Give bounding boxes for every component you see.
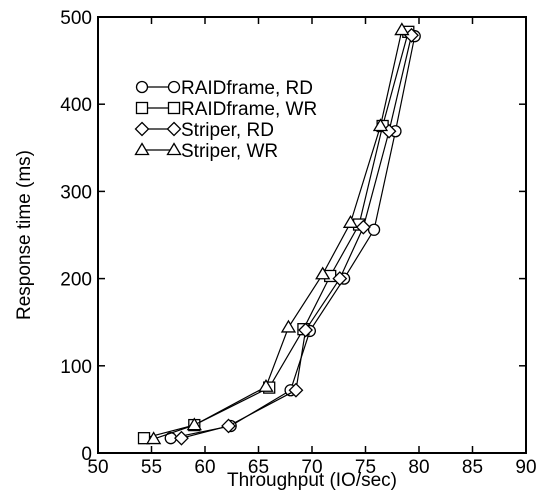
x-tick-label: 60 <box>194 457 215 478</box>
legend-marker <box>135 80 149 94</box>
data-point <box>355 219 371 235</box>
data-point <box>288 382 304 398</box>
legend-marker <box>166 142 182 156</box>
y-tick-label: 400 <box>60 95 92 116</box>
series-triangle <box>146 22 410 445</box>
data-point <box>342 215 359 228</box>
y-tick-label: 200 <box>60 270 92 291</box>
legend-entry: Striper, WR <box>134 141 278 162</box>
data-point <box>258 378 274 392</box>
legend-label: RAIDframe, WR <box>181 99 317 120</box>
data-point <box>186 417 202 431</box>
y-tick-label: 300 <box>60 182 92 203</box>
x-tick-label: 70 <box>301 457 322 478</box>
legend-label: Striper, RD <box>181 120 274 141</box>
y-axis-title: Response time (ms) <box>14 150 35 320</box>
series-line <box>153 29 403 440</box>
x-tick-label: 65 <box>248 457 269 478</box>
data-point <box>372 118 389 132</box>
legend-entry: Striper, RD <box>134 120 274 141</box>
legend-marker <box>167 101 181 115</box>
legend-label: Striper, WR <box>181 141 278 162</box>
x-axis-title: Throughput (IO/sec) <box>227 470 397 490</box>
x-tick-label: 85 <box>462 457 483 478</box>
data-point <box>332 271 348 287</box>
series-line <box>181 35 413 439</box>
x-tick-label: 80 <box>408 457 429 478</box>
data-point <box>298 322 313 338</box>
legend-marker <box>167 80 181 94</box>
data-point <box>280 319 297 333</box>
x-tick-label: 50 <box>87 457 108 478</box>
data-point <box>367 223 381 236</box>
y-tick-label: 0 <box>81 444 92 465</box>
x-tick-label: 90 <box>515 457 536 478</box>
legend-label: RAIDframe, RD <box>181 78 313 99</box>
data-point <box>137 432 151 445</box>
series-layer <box>137 22 421 446</box>
y-tick-label: 500 <box>60 8 92 29</box>
data-point <box>146 431 162 445</box>
x-tick-label: 55 <box>141 457 162 478</box>
ticks: 50 55 60 65 70 75 80 85 90 0 100 200 300 400 500 <box>60 8 536 478</box>
legend-entry: RAIDframe, WR <box>135 99 317 120</box>
legend-entry: RAIDframe, RD <box>135 78 313 99</box>
data-point <box>394 22 410 36</box>
legend-marker <box>135 101 149 115</box>
data-point <box>174 430 189 446</box>
legend-marker <box>166 121 182 137</box>
data-point <box>315 266 331 280</box>
legend-marker <box>134 121 150 137</box>
data-point <box>221 418 236 434</box>
y-tick-label: 100 <box>60 357 92 378</box>
legend-marker <box>134 142 150 156</box>
x-tick-label: 75 <box>355 457 376 478</box>
